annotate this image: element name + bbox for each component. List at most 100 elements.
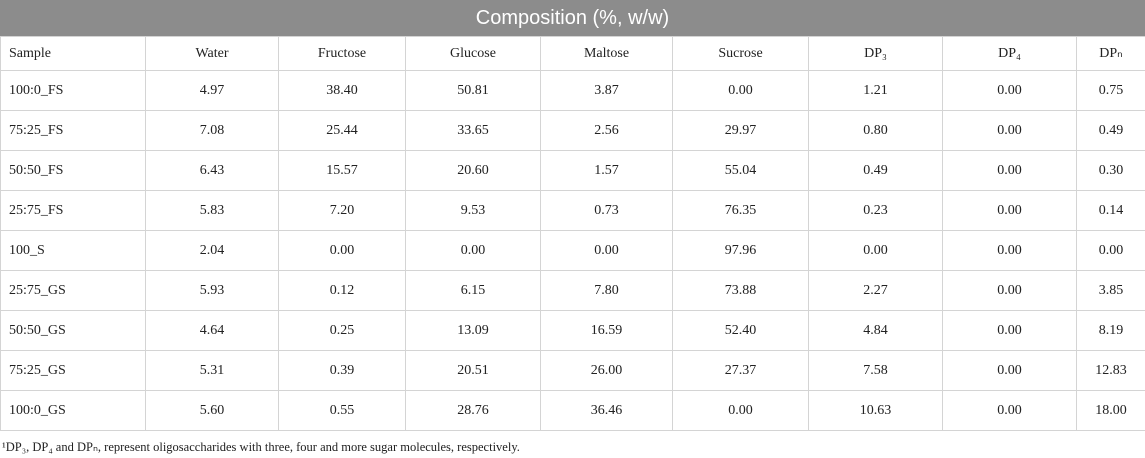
value-cell: 0.49 <box>808 150 943 191</box>
value-cell: 15.57 <box>278 150 406 191</box>
table-row: 100:0_GS 5.60 0.55 28.76 36.46 0.00 10.63 0.00 1… <box>0 390 1145 431</box>
value-cell: 76.35 <box>672 190 809 231</box>
value-cell: 4.97 <box>145 70 279 111</box>
value-cell: 0.00 <box>942 270 1077 311</box>
value-cell: 0.00 <box>672 390 809 431</box>
value-cell: 0.00 <box>942 390 1077 431</box>
value-cell: 0.00 <box>942 310 1077 351</box>
value-cell: 9.53 <box>405 190 541 231</box>
value-cell: 7.08 <box>145 110 279 151</box>
table-row: 50:50_FS 6.43 15.57 20.60 1.57 55.04 0.49 0.00 0… <box>0 150 1145 191</box>
value-cell: 5.31 <box>145 350 279 391</box>
table-row: 25:75_FS 5.83 7.20 9.53 0.73 76.35 0.23 0.00 0.1… <box>0 190 1145 231</box>
column-header: Sample <box>0 36 146 71</box>
value-cell: 7.80 <box>540 270 673 311</box>
value-cell: 0.14 <box>1076 190 1145 231</box>
value-cell: 10.63 <box>808 390 943 431</box>
value-cell: 4.84 <box>808 310 943 351</box>
value-cell: 27.37 <box>672 350 809 391</box>
value-cell: 0.00 <box>672 70 809 111</box>
value-cell: 16.59 <box>540 310 673 351</box>
footnote: ¹DP₃, DP₄ and DPₙ, represent oligosaccha… <box>2 440 520 454</box>
value-cell: 6.15 <box>405 270 541 311</box>
value-cell: 0.00 <box>1076 230 1145 271</box>
column-header: Fructose <box>278 36 406 71</box>
value-cell: 1.57 <box>540 150 673 191</box>
value-cell: 2.04 <box>145 230 279 271</box>
table-row: 75:25_FS 7.08 25.44 33.65 2.56 29.97 0.80 0.00 0… <box>0 110 1145 151</box>
value-cell: 0.30 <box>1076 150 1145 191</box>
table-body: 100:0_FS 4.97 38.40 50.81 3.87 0.00 1.21 0.00 0.… <box>0 70 1145 431</box>
column-header: Glucose <box>405 36 541 71</box>
value-cell: 0.49 <box>1076 110 1145 151</box>
value-cell: 7.20 <box>278 190 406 231</box>
value-cell: 7.58 <box>808 350 943 391</box>
sample-cell: 75:25_GS <box>0 350 146 391</box>
value-cell: 0.00 <box>540 230 673 271</box>
value-cell: 2.27 <box>808 270 943 311</box>
column-header: Maltose <box>540 36 673 71</box>
value-cell: 73.88 <box>672 270 809 311</box>
value-cell: 5.93 <box>145 270 279 311</box>
value-cell: 0.80 <box>808 110 943 151</box>
value-cell: 0.55 <box>278 390 406 431</box>
value-cell: 5.60 <box>145 390 279 431</box>
sample-cell: 50:50_FS <box>0 150 146 191</box>
table-row: 100:0_FS 4.97 38.40 50.81 3.87 0.00 1.21 0.00 0.… <box>0 70 1145 111</box>
value-cell: 1.21 <box>808 70 943 111</box>
table: Sample Water Fructose Glucose Maltose Sucrose… <box>0 36 1145 431</box>
value-cell: 33.65 <box>405 110 541 151</box>
value-cell: 0.00 <box>942 350 1077 391</box>
value-cell: 4.64 <box>145 310 279 351</box>
sample-cell: 75:25_FS <box>0 110 146 151</box>
value-cell: 18.00 <box>1076 390 1145 431</box>
column-header: DP₃ <box>808 36 943 71</box>
value-cell: 0.00 <box>405 230 541 271</box>
value-cell: 0.00 <box>278 230 406 271</box>
value-cell: 0.00 <box>942 190 1077 231</box>
value-cell: 0.00 <box>942 110 1077 151</box>
value-cell: 5.83 <box>145 190 279 231</box>
table-row: 50:50_GS 4.64 0.25 13.09 16.59 52.40 4.84 0.00 8… <box>0 310 1145 351</box>
sample-cell: 100:0_GS <box>0 390 146 431</box>
column-header: Sucrose <box>672 36 809 71</box>
value-cell: 28.76 <box>405 390 541 431</box>
table-row: 100_S 2.04 0.00 0.00 0.00 97.96 0.00 0.00 0.00 <box>0 230 1145 271</box>
value-cell: 0.12 <box>278 270 406 311</box>
sample-cell: 50:50_GS <box>0 310 146 351</box>
sample-cell: 25:75_GS <box>0 270 146 311</box>
value-cell: 52.40 <box>672 310 809 351</box>
value-cell: 20.51 <box>405 350 541 391</box>
value-cell: 29.97 <box>672 110 809 151</box>
value-cell: 0.00 <box>942 70 1077 111</box>
value-cell: 0.73 <box>540 190 673 231</box>
value-cell: 3.85 <box>1076 270 1145 311</box>
sample-cell: 25:75_FS <box>0 190 146 231</box>
column-header: Water <box>145 36 279 71</box>
table-title: Composition (%, w/w) <box>0 0 1145 36</box>
sample-cell: 100:0_FS <box>0 70 146 111</box>
value-cell: 2.56 <box>540 110 673 151</box>
value-cell: 8.19 <box>1076 310 1145 351</box>
value-cell: 0.00 <box>942 150 1077 191</box>
value-cell: 26.00 <box>540 350 673 391</box>
value-cell: 55.04 <box>672 150 809 191</box>
value-cell: 50.81 <box>405 70 541 111</box>
column-header: DPₙ <box>1076 36 1145 71</box>
value-cell: 0.00 <box>808 230 943 271</box>
value-cell: 12.83 <box>1076 350 1145 391</box>
value-cell: 38.40 <box>278 70 406 111</box>
value-cell: 20.60 <box>405 150 541 191</box>
value-cell: 0.25 <box>278 310 406 351</box>
value-cell: 97.96 <box>672 230 809 271</box>
value-cell: 25.44 <box>278 110 406 151</box>
table-row: 25:75_GS 5.93 0.12 6.15 7.80 73.88 2.27 0.00 3.8… <box>0 270 1145 311</box>
table-row: 75:25_GS 5.31 0.39 20.51 26.00 27.37 7.58 0.00 1… <box>0 350 1145 391</box>
value-cell: 0.39 <box>278 350 406 391</box>
column-header: DP₄ <box>942 36 1077 71</box>
value-cell: 0.00 <box>942 230 1077 271</box>
value-cell: 6.43 <box>145 150 279 191</box>
value-cell: 0.23 <box>808 190 943 231</box>
sample-cell: 100_S <box>0 230 146 271</box>
